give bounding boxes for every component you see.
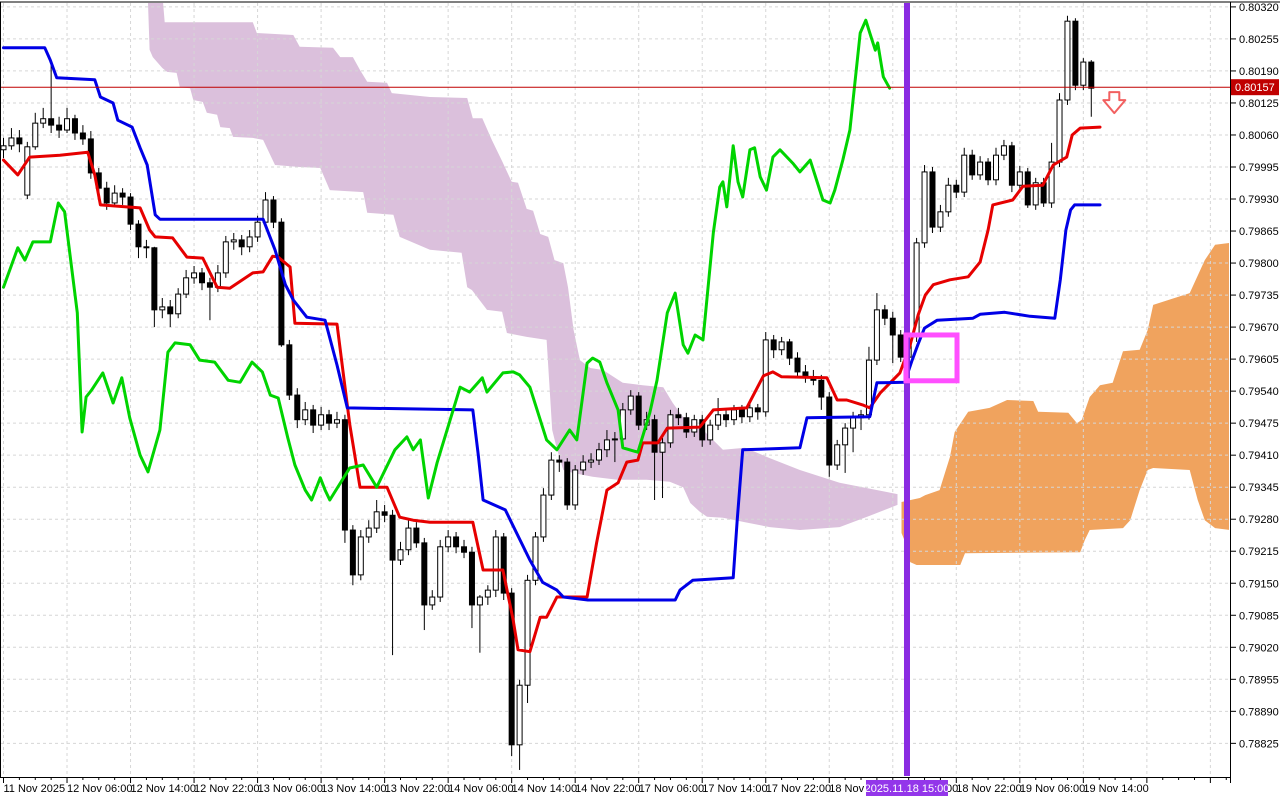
price-axis-label: 0.79800 bbox=[1239, 258, 1279, 270]
time-axis-label: 19 Nov 14:00 bbox=[1083, 783, 1148, 795]
price-axis-label: 0.79670 bbox=[1239, 322, 1279, 334]
time-axis-label: 12 Nov 14:00 bbox=[131, 783, 196, 795]
price-axis-label: 0.79215 bbox=[1239, 546, 1279, 558]
price-axis-label: 0.79345 bbox=[1239, 482, 1279, 494]
time-axis-label: 11 Nov 2025 bbox=[4, 783, 66, 795]
sell-arrow-icon[interactable] bbox=[1102, 91, 1127, 115]
price-axis-label: 0.79605 bbox=[1239, 354, 1279, 366]
price-axis-label: 0.79020 bbox=[1239, 642, 1279, 654]
plot-area bbox=[1, 3, 1229, 776]
price-axis-label: 0.78825 bbox=[1239, 738, 1279, 750]
time-axis-label: 12 Nov 22:00 bbox=[194, 783, 259, 795]
price-axis[interactable]: 0.80320 0.80255 0.80190 0.80125 0.80060 0.799… bbox=[1230, 2, 1279, 750]
price-tag: 0.80157 bbox=[1231, 79, 1279, 96]
ichimoku-cloud-bullish bbox=[901, 243, 1229, 565]
price-axis-label: 0.79475 bbox=[1239, 418, 1279, 430]
time-axis-label: 13 Nov 06:00 bbox=[258, 783, 323, 795]
price-axis-label: 0.80255 bbox=[1239, 34, 1279, 46]
price-axis-label: 0.80060 bbox=[1239, 130, 1279, 142]
time-tag: 2025.11.18 15:00 bbox=[865, 780, 950, 796]
price-axis-label: 0.79085 bbox=[1239, 610, 1279, 622]
time-axis-label: 17 Nov 22:00 bbox=[766, 783, 831, 795]
kijun-sen-line bbox=[2, 46, 1102, 602]
time-axis-label: 13 Nov 22:00 bbox=[385, 783, 450, 795]
price-axis-label: 0.80320 bbox=[1239, 2, 1279, 14]
price-axis-label: 0.79865 bbox=[1239, 226, 1279, 238]
ichimoku-cloud-bearish bbox=[148, 3, 898, 530]
price-axis-label: 0.79930 bbox=[1239, 194, 1279, 206]
price-axis-label: 0.78955 bbox=[1239, 674, 1279, 686]
price-axis-label: 0.80190 bbox=[1239, 66, 1279, 78]
chikou-span-line bbox=[2, 18, 892, 502]
time-axis-label: 18 Nov 22:00 bbox=[956, 783, 1021, 795]
highlight-rectangle[interactable] bbox=[903, 332, 960, 384]
price-axis-label: 0.80125 bbox=[1239, 98, 1279, 110]
time-axis-label: 14 Nov 06:00 bbox=[448, 783, 513, 795]
price-axis-label: 0.79150 bbox=[1239, 578, 1279, 590]
tenkan-sen-line bbox=[2, 125, 1102, 654]
price-axis-label: 0.79995 bbox=[1239, 162, 1279, 174]
time-axis-label: 17 Nov 14:00 bbox=[702, 783, 767, 795]
time-axis-label: 14 Nov 14:00 bbox=[512, 783, 577, 795]
price-axis-label: 0.79540 bbox=[1239, 386, 1279, 398]
candles bbox=[1, 15, 1095, 770]
time-tag-label: 2025.11.18 15:00 bbox=[865, 783, 950, 795]
price-axis-label: 0.79410 bbox=[1239, 450, 1279, 462]
price-axis-label: 0.79735 bbox=[1239, 290, 1279, 302]
price-tag-label: 0.80157 bbox=[1235, 82, 1275, 94]
price-axis-label: 0.78890 bbox=[1239, 706, 1279, 718]
time-axis-label: 13 Nov 14:00 bbox=[321, 783, 386, 795]
time-axis-label: 14 Nov 22:00 bbox=[575, 783, 640, 795]
price-axis-label: 0.79280 bbox=[1239, 514, 1279, 526]
time-axis-label: 19 Nov 06:00 bbox=[1020, 783, 1085, 795]
time-axis-label: 17 Nov 06:00 bbox=[639, 783, 704, 795]
chart-frame bbox=[0, 1, 1280, 783]
time-axis-label: 12 Nov 06:00 bbox=[67, 783, 132, 795]
